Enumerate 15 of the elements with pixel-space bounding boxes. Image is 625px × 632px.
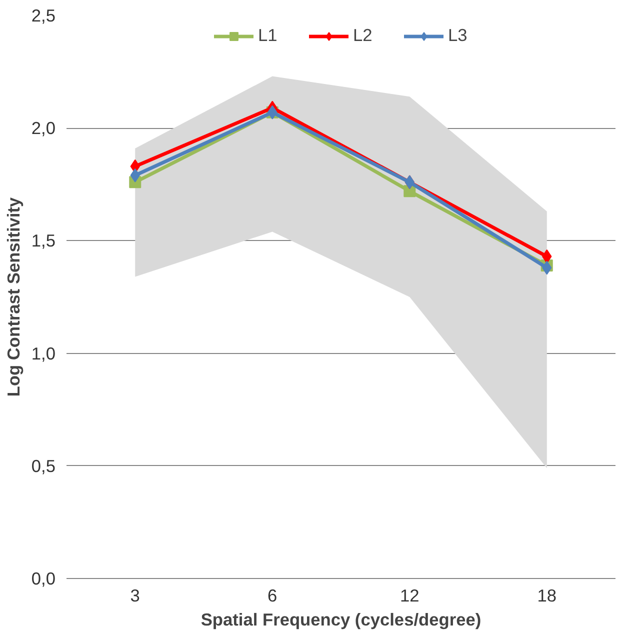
- x-tick-label: 18: [537, 586, 557, 606]
- y-tick-label: 1,0: [31, 343, 56, 364]
- y-tick-label: 2,5: [31, 6, 56, 26]
- y-tick-label: 0,0: [31, 568, 56, 588]
- y-tick-label: 1,5: [31, 230, 56, 251]
- x-tick-label: 12: [400, 586, 420, 606]
- y-axis-title: Log Contrast Sensitivity: [3, 196, 24, 397]
- y-tick-label: 2,0: [31, 118, 56, 138]
- x-tick-label: 6: [268, 586, 278, 606]
- legend-label: L1: [258, 25, 278, 46]
- legend-label: L2: [353, 25, 373, 46]
- x-tick-label: 3: [130, 586, 140, 606]
- x-axis-title: Spatial Frequency (cycles/degree): [200, 610, 482, 630]
- y-tick-label: 0,5: [31, 456, 56, 476]
- legend-label: L3: [448, 25, 468, 46]
